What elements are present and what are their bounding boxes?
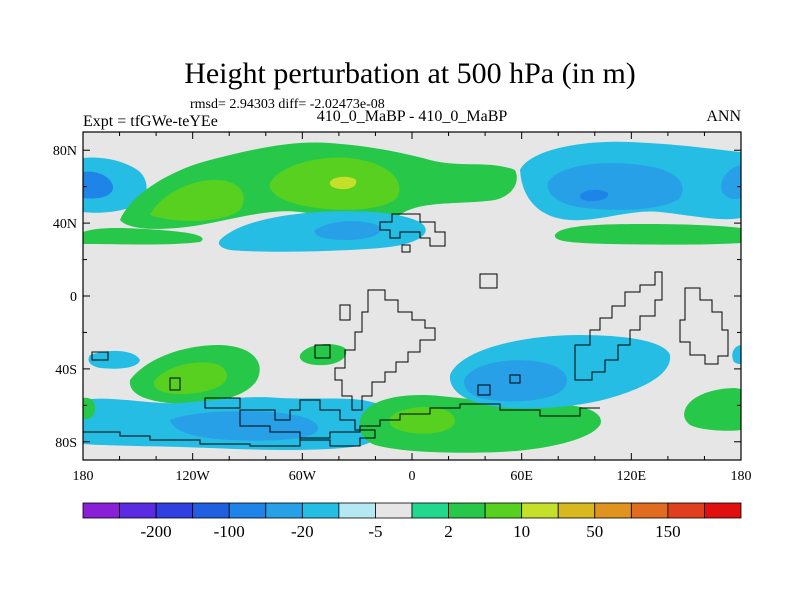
colorbar-swatch <box>484 502 523 519</box>
plot-area: 180 120W 60W 0 60E 120E 180 80N 40N 0 40S 80S <box>53 131 752 484</box>
y-tick-label: 40S <box>55 363 77 378</box>
colorbar-swatch <box>704 502 742 519</box>
contour-nh-cyan-mid-core <box>314 221 381 240</box>
contour-sh-cyan-far-left <box>88 350 140 369</box>
contour-nh-right-neg-mid <box>547 163 683 210</box>
contour-nh-max <box>329 176 357 190</box>
colorbar-swatch <box>448 502 486 519</box>
coastline-sh-mid2 <box>509 374 521 384</box>
colorbar-swatch <box>82 502 120 519</box>
colorbar-label: 50 <box>586 522 603 541</box>
colorbar-swatch <box>594 502 632 519</box>
colorbar-label: -100 <box>214 522 245 541</box>
colorbar-label: 10 <box>513 522 530 541</box>
x-tick-label: 0 <box>409 469 416 484</box>
axis-ticks: 180 120W 60W 0 60E 120E 180 80N 40N 0 40S 80S <box>53 132 752 484</box>
colorbar-swatch <box>411 502 449 519</box>
colorbar-swatch <box>301 502 340 519</box>
colorbar-swatch <box>119 502 157 519</box>
coastline-sh-center <box>314 344 331 359</box>
colorbar-swatch <box>667 502 705 519</box>
contour-nh-left-neg-core <box>83 171 114 199</box>
coastline-islet <box>339 304 351 321</box>
colorbar-label: 150 <box>655 522 681 541</box>
colorbar-swatch <box>557 502 596 519</box>
contour-sh-cyan-far-right <box>732 345 741 364</box>
coastline-sh-left <box>91 351 109 361</box>
colorbar-swatch <box>228 502 267 519</box>
coastline-south-america <box>334 289 436 411</box>
contour-sh-green-far-left <box>83 397 96 420</box>
colorbar-swatch <box>338 502 376 519</box>
coastline-nh-small <box>479 273 498 289</box>
contour-nh-left-neg <box>83 157 147 213</box>
y-tick-label: 0 <box>70 290 77 305</box>
x-tick-label: 60E <box>510 469 533 484</box>
coastline-africa <box>574 271 663 381</box>
contour-sh-green-right <box>684 388 741 431</box>
coastline-right-lands <box>679 287 729 365</box>
coastline-sh-complex <box>239 399 376 447</box>
x-tick-label: 120W <box>176 469 211 484</box>
left-label: Expt = tfGWe-teYEe <box>83 113 218 130</box>
coastline-sh-box <box>204 397 241 409</box>
colorbar-swatch <box>265 502 303 519</box>
coastline-antarctica <box>83 403 600 447</box>
coastline-sh-left2 <box>169 377 181 391</box>
y-tick-label: 40N <box>53 217 77 232</box>
right-label: ANN <box>706 108 741 125</box>
colorbar: -200 -100 -20 -5 2 10 50 150 <box>82 502 742 541</box>
colorbar-label: 2 <box>444 522 453 541</box>
contour-nh-right-edge <box>721 165 741 200</box>
colorbar-label: -20 <box>291 522 314 541</box>
contour-sh-green-center <box>299 344 347 366</box>
stats-line: rmsd= 2.94303 diff= -2.02473e-08 <box>190 97 385 112</box>
x-tick-label: 60W <box>289 469 317 484</box>
colorbar-label: -5 <box>368 522 382 541</box>
colorbar-swatch <box>192 502 230 519</box>
coastline-nh-island <box>401 244 411 253</box>
contour-nh-right-neg-core <box>579 189 609 202</box>
contour-nh-green-light <box>150 180 244 222</box>
colorbar-label: -200 <box>141 522 172 541</box>
x-tick-label: 120E <box>617 469 647 484</box>
colorbar-swatch <box>155 502 194 519</box>
coastlines <box>83 213 729 447</box>
contour-nh-green-strip <box>83 228 203 245</box>
y-tick-label: 80S <box>55 436 77 451</box>
contour-nh-green-right <box>554 224 741 245</box>
x-tick-label: 180 <box>731 469 752 484</box>
coastline-sh-mid <box>477 384 491 396</box>
y-tick-label: 80N <box>53 144 77 159</box>
chart-title: Height perturbation at 500 hPa (in m) <box>184 57 636 90</box>
colorbar-swatch <box>630 502 669 519</box>
coastline-nh-europe <box>379 213 446 247</box>
colorbar-swatch <box>521 502 559 519</box>
colorbar-swatch <box>375 502 413 519</box>
subtitle: 410_0_MaBP - 410_0_MaBP <box>317 108 508 125</box>
x-tick-label: 180 <box>73 469 94 484</box>
contour-sh-green-left-light <box>153 362 227 394</box>
